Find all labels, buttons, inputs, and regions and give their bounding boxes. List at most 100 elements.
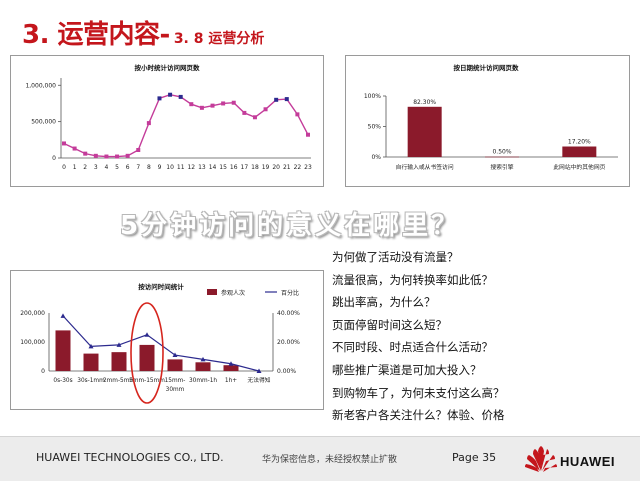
x-tick-label: 16	[230, 164, 238, 171]
bar	[55, 330, 71, 371]
data-label: 82.30%	[413, 99, 436, 106]
legend-label: 百分比	[281, 289, 299, 297]
x-tick-label: 22	[294, 164, 302, 171]
x-tick-label: 21	[283, 164, 291, 171]
x-tick-label: 15mm-	[165, 378, 186, 384]
y-tick-label: 1,000,000	[25, 82, 56, 89]
data-label: 0.50%	[492, 149, 511, 156]
y-tick-label-left: 200,000	[20, 310, 45, 317]
data-point	[168, 92, 173, 97]
percent-point	[116, 342, 122, 347]
page-number: Page 35	[452, 451, 497, 464]
source-chart-panel: 按日期统计访问网页数 0% 50% 100% 82.30% 自行输入或从书签访问 0.50%…	[345, 55, 630, 187]
confidential-notice: 华为保密信息，未经授权禁止扩散	[262, 455, 398, 465]
legend-swatch-bar	[207, 289, 217, 295]
x-tick-label: 4	[105, 164, 109, 171]
x-tick-label: 18	[251, 164, 259, 171]
data-point	[189, 102, 194, 107]
x-tick-label: 30mm-1h	[189, 378, 217, 384]
highlight-circle	[130, 302, 164, 404]
question-item: 流量很高，为何转换率如此低？	[332, 272, 493, 287]
percent-point	[60, 313, 66, 318]
x-tick-label: 20	[272, 164, 280, 171]
x-tick-label: 13	[198, 164, 206, 171]
y-tick-label-right: 20.00%	[277, 339, 300, 346]
x-tick-label: 15	[219, 164, 227, 171]
x-tick-label: 1h+	[225, 378, 237, 384]
slogan-heading: 5分钟访问的意义在哪里？	[120, 211, 461, 241]
data-point	[295, 112, 300, 117]
y-tick-label: 100%	[364, 93, 381, 100]
x-tick-label: 23	[304, 164, 312, 171]
data-point	[115, 154, 120, 159]
bar	[195, 362, 211, 371]
percent-point	[228, 361, 234, 366]
legend-label: 参观人次	[221, 289, 245, 297]
x-tick-label: 5mm-15mm	[129, 378, 165, 384]
x-tick-label: 17	[241, 164, 249, 171]
x-tick-label: 30s-1mm	[77, 378, 105, 384]
data-point	[231, 100, 236, 105]
data-point	[62, 141, 66, 146]
x-tick-label: 12	[187, 164, 195, 171]
data-point	[146, 121, 151, 126]
x-tick-label: 2mm-5mm	[103, 378, 135, 384]
x-tick-label: 3	[94, 164, 98, 171]
x-tick-label: 1	[73, 164, 77, 171]
y-tick-label-right: 40.00%	[277, 310, 300, 317]
bar	[485, 156, 519, 158]
x-tick-label: 5	[115, 164, 119, 171]
chart-title: 按日期统计访问网页数	[454, 63, 520, 72]
hourly-chart-panel: 按小时统计访问网页数 0 500,000 1,000,000 0 1 2 3 4 5 6 7 8 9 10 1…	[10, 55, 324, 187]
title-sub: 3. 8 运营分析	[173, 31, 265, 47]
data-point	[306, 132, 310, 137]
y-tick-label-left: 100,000	[20, 339, 45, 346]
x-tick-label: 14	[209, 164, 217, 171]
huawei-logo: HUAWEI	[524, 445, 628, 475]
percent-point	[256, 368, 262, 373]
x-tick-label: 7	[136, 164, 140, 171]
data-label: 17.20%	[568, 139, 591, 146]
source-bar-chart: 按日期统计访问网页数 0% 50% 100% 82.30% 自行输入或从书签访问 0.50%…	[364, 63, 618, 171]
data-point	[210, 103, 215, 108]
data-point	[284, 97, 289, 102]
percent-point	[144, 332, 150, 337]
x-tick-label: 此网站中的其他网页	[553, 163, 605, 171]
chart-title: 按小时统计访问网页数	[135, 63, 201, 72]
question-list: 为何做了活动没有流量？ 流量很高，为何转换率如此低？ 跳出率高，为什么？ 页面停…	[332, 246, 505, 449]
x-tick-label: 无法得知	[247, 376, 270, 384]
bar	[83, 353, 99, 371]
x-tick-label: 0s-30s	[53, 378, 72, 384]
data-point	[274, 97, 279, 102]
bar	[562, 146, 597, 157]
data-point	[72, 146, 77, 151]
data-point	[83, 151, 88, 156]
data-point	[104, 154, 109, 159]
y-tick-label: 500,000	[31, 119, 56, 126]
data-point	[252, 115, 257, 120]
data-point	[125, 153, 130, 158]
series-line	[63, 94, 309, 158]
x-tick-label: 10	[166, 164, 174, 171]
percent-line	[62, 315, 260, 372]
x-tick-label: 19	[262, 164, 270, 171]
data-point	[221, 101, 226, 106]
company-name: HUAWEI TECHNOLOGIES CO., LTD.	[36, 451, 224, 464]
x-tick-label: 11	[177, 164, 185, 171]
question-item: 到购物车了，为何未支付这么高？	[332, 385, 505, 400]
chart-title: 按访问时间统计	[138, 282, 184, 291]
question-item: 不同时段、时点适合什么活动？	[332, 340, 493, 355]
duration-chart-panel: 按访问时间统计参观人次 百分比 0 100,000 200,000 0.00% 20.00%…	[10, 270, 324, 410]
bar	[407, 106, 442, 157]
y-tick-label-right: 0.00%	[277, 368, 296, 375]
data-point	[199, 105, 204, 110]
data-point	[178, 94, 183, 99]
question-item: 跳出率高，为什么？	[332, 295, 436, 310]
y-tick-label-left: 0	[41, 368, 45, 375]
x-tick-label: 搜索引擎	[490, 163, 513, 171]
bar	[223, 365, 239, 371]
huawei-petal-icon	[525, 446, 557, 472]
y-tick-label: 0	[52, 155, 56, 162]
